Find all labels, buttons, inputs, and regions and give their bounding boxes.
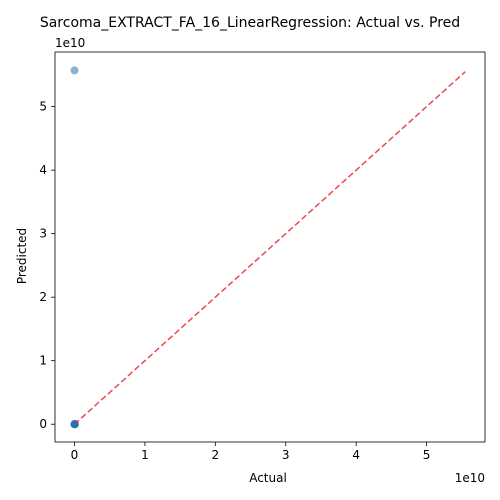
x-tick-label: 1 bbox=[141, 448, 149, 462]
x-tick-label: 4 bbox=[352, 448, 360, 462]
y-tick-label: 0 bbox=[39, 417, 47, 431]
x-tick-label: 2 bbox=[212, 448, 220, 462]
x-axis-ticks: 0 1 2 3 4 5 bbox=[71, 442, 431, 462]
data-point bbox=[70, 66, 79, 75]
chart-title: Sarcoma_EXTRACT_FA_16_LinearRegression: … bbox=[40, 15, 460, 31]
y-axis-label: Predicted bbox=[15, 228, 29, 284]
x-axis-label: Actual bbox=[249, 471, 287, 485]
reference-line bbox=[74, 71, 466, 425]
y-axis-ticks: 0 1 2 3 4 5 bbox=[39, 100, 55, 431]
y-tick-label: 2 bbox=[39, 290, 47, 304]
x-offset-label: 1e10 bbox=[455, 471, 485, 485]
y-tick-label: 1 bbox=[39, 354, 47, 368]
x-tick-label: 5 bbox=[423, 448, 431, 462]
plot-area bbox=[54, 51, 486, 443]
x-tick-label: 0 bbox=[71, 448, 79, 462]
y-tick-label: 3 bbox=[39, 227, 47, 241]
y-tick-label: 5 bbox=[39, 100, 47, 114]
axes-frame bbox=[54, 51, 486, 443]
y-offset-label: 1e10 bbox=[55, 36, 85, 50]
y-tick-label: 4 bbox=[39, 163, 47, 177]
x-tick-label: 3 bbox=[282, 448, 290, 462]
